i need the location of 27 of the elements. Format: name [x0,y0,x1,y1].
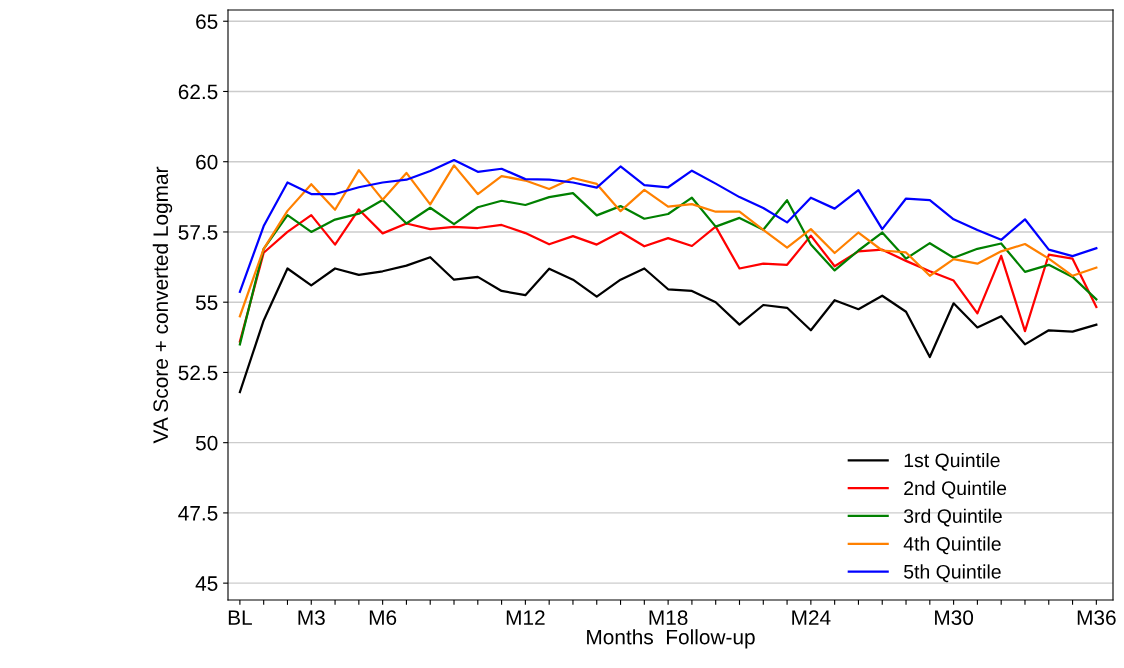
line-series [238,164,1098,318]
x-tick-label: M12 [506,610,545,625]
x-tick-label: BL [228,610,252,625]
x-tick-label: M18 [649,610,688,626]
y-tick-label: 57.5 [178,225,218,240]
x-tick-label: M3 [298,610,325,626]
legend-label: 5th Quintile [904,564,1001,583]
x-tick-label: M30 [935,610,974,626]
y-tick-label: 60 [196,154,218,170]
y-axis-title: VA Score + converted Logmar [152,166,173,444]
x-tick-label: M6 [369,610,397,626]
y-tick-label: 45 [195,576,218,591]
y-tick-label: 47.5 [178,506,218,521]
y-tick-label: 62.5 [178,84,218,100]
legend-label: 3rd Quintile [903,508,1002,527]
line-series [238,256,1098,394]
y-tick-label: 52.5 [178,365,218,381]
y-tick-label: 55 [195,295,218,310]
y-tick-label: 65 [196,14,218,29]
y-tick-label: 50 [195,435,218,451]
legend-label: 2nd Quintile [904,480,1007,499]
legend-label: 1st Quintile [904,452,1000,471]
x-tick-label: M36 [1077,610,1116,626]
line-series [238,158,1098,293]
legend-label: 4th Quintile [903,536,1001,555]
x-axis-title: Months Follow-up [587,629,755,649]
x-tick-label: M24 [792,610,831,625]
